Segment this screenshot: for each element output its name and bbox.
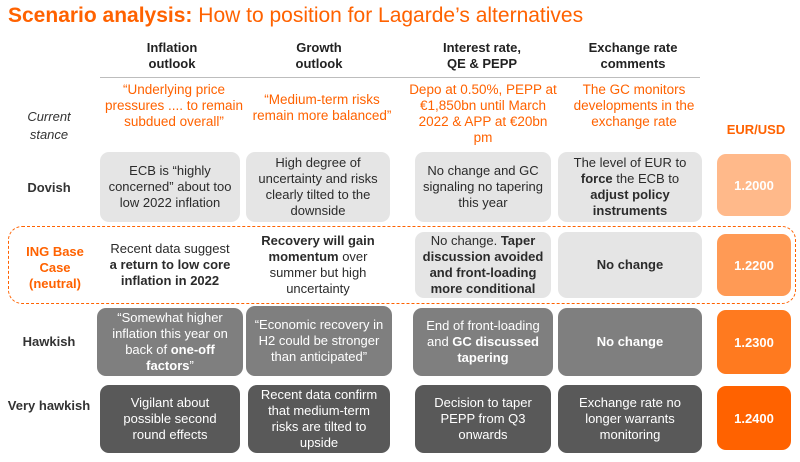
very-hawkish-inflation-cell: Vigilant about possible second round eff… [100,385,240,453]
cell-text-part: The level of EUR to [573,155,687,170]
column-header-line: QE & PEPP [446,56,518,71]
eurusd-very-hawkish: 1.2400 [717,386,791,450]
cell-text-bold: adjust policy instruments [590,187,670,218]
cell-text-bold: force [580,171,613,186]
column-header-line: comments [600,56,666,71]
cell-text-part: the ECB to [612,171,680,186]
current-stance-growth: “Medium-term risks remain more balanced” [252,92,392,123]
cell-text: Decision to taper PEPP from Q3 onwards [434,395,532,442]
cell-text: End of front-loading and GC discussed ta… [419,318,547,366]
cell-text-part: ” [189,358,194,373]
current-stance-inflation: “Underlying price pressures .... to rema… [104,82,244,129]
very-hawkish-rates-cell: Decision to taper PEPP from Q3 onwards [415,385,551,453]
cell-text-bold: Taper discussion avoided and front-loadi… [422,233,544,296]
hawkish-inflation-cell: “Somewhat higher inflation this year on … [97,308,243,376]
current-stance-rates: Depo at 0.50%, PEPP at €1,850bn until Ma… [409,82,557,145]
hawkish-rates-cell: End of front-loading and GC discussed ta… [413,308,553,376]
column-header-line: Exchange rate [588,40,678,55]
base-inflation-cell: Recent data suggest a return to low core… [100,232,240,298]
very-hawkish-fx-cell: Exchange rate no longer warrants monitor… [558,385,702,453]
row-label-hawkish: Hawkish [22,334,76,349]
row-label-base-case: ING Base Case (neutral) [26,244,84,291]
very-hawkish-growth-cell: Recent data confirm that medium-term ris… [248,385,390,453]
cell-text-bold: No change [596,257,664,272]
current-stance-label: Current stance [8,108,90,144]
column-header-inflation: Inflation outlook [104,40,240,72]
dovish-growth-cell: High degree of uncertainty and risks cle… [246,152,390,222]
base-growth-cell: Recovery will gain momentum over summer … [246,232,390,298]
eurusd-header: EUR/USD [726,122,786,137]
title-subtitle: How to position for Lagarde’s alternativ… [192,4,584,27]
cell-text-bold: Recovery will gain momentum [261,233,375,264]
cell-text: Recovery will gain momentum over summer … [252,233,384,297]
cell-text: Recent data suggest a return to low core… [106,241,234,289]
column-header-line: Inflation [146,40,198,55]
current-stance-label-line: Current [27,109,71,124]
eurusd-base-case: 1.2200 [717,234,791,296]
row-label-very-hawkish: Very hawkish [7,398,91,413]
page-title: Scenario analysis: How to position for L… [8,4,583,28]
eurusd-dovish: 1.2000 [717,154,791,216]
cell-text: High degree of uncertainty and risks cle… [258,155,378,218]
cell-text: No change. Taper discussion avoided and … [421,233,545,297]
cell-text: “Somewhat higher inflation this year on … [103,310,237,374]
cell-text-bold: GC discussed tapering [452,334,539,365]
column-header-fx: Exchange rate comments [563,40,703,72]
cell-text: The level of EUR to force the ECB to adj… [564,155,696,219]
cell-text-bold: a return to low core inflation in 2022 [109,257,231,288]
dovish-rates-cell: No change and GC signaling no tapering t… [415,152,551,222]
title-bold: Scenario analysis: [8,4,193,27]
column-header-line: outlook [295,56,343,71]
dovish-fx-cell: The level of EUR to force the ECB to adj… [558,152,702,222]
column-header-rates: Interest rate, QE & PEPP [412,40,552,72]
cell-text: “Economic recovery in H2 could be strong… [254,317,384,364]
column-header-line: Growth [296,40,342,55]
cell-text-part: “Somewhat higher inflation this year on … [112,310,228,357]
cell-text-bold: one-off factors [146,342,215,373]
cell-text: Vigilant about possible second round eff… [123,395,217,442]
cell-text-bold: No change [596,334,664,349]
cell-text-part: Recent data suggest [110,241,230,256]
cell-text: Recent data confirm that medium-term ris… [260,387,378,450]
column-header-line: Interest rate, [442,40,522,55]
base-case-highlight [8,226,796,304]
cell-text-part: No change. [430,233,501,248]
dovish-inflation-cell: ECB is “highly concerned” about too low … [100,152,240,222]
current-stance-label-line: stance [29,127,69,142]
row-label-dovish: Dovish [27,180,71,195]
cell-text: No change and GC signaling no tapering t… [423,163,543,210]
current-stance-fx: The GC monitors developments in the exch… [573,82,695,129]
cell-text-part: End of front-loading and [426,318,540,349]
cell-text: Exchange rate no longer warrants monitor… [579,395,681,442]
base-rates-cell: No change. Taper discussion avoided and … [415,232,551,298]
header-divider [100,77,700,78]
column-header-growth: Growth outlook [248,40,390,72]
base-fx-cell: No change [558,232,702,298]
column-header-line: outlook [148,56,196,71]
cell-text: ECB is “highly concerned” about too low … [108,163,232,210]
hawkish-growth-cell: “Economic recovery in H2 could be strong… [246,306,392,376]
cell-text-part: over summer but high uncertainty [269,249,368,296]
hawkish-fx-cell: No change [558,308,702,376]
eurusd-hawkish: 1.2300 [717,310,791,374]
